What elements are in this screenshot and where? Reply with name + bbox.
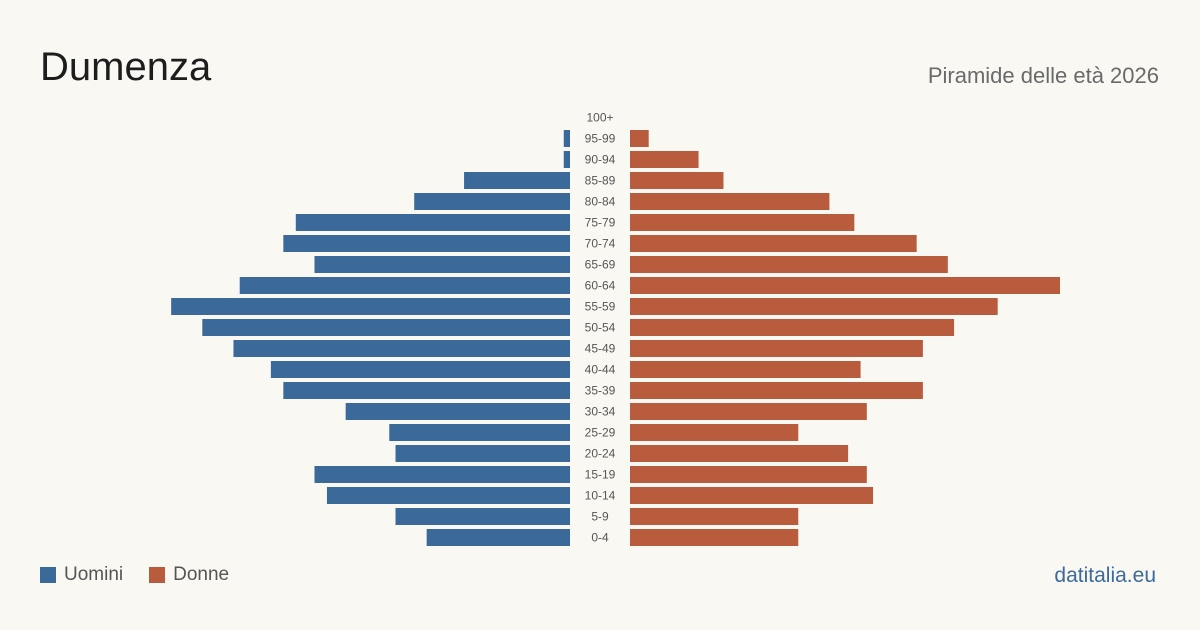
legend-label-women: Donne — [173, 564, 230, 585]
bar-men-85-89 — [464, 172, 570, 189]
age-label-95-99: 95-99 — [585, 132, 616, 146]
bar-women-85-89 — [630, 172, 724, 189]
bar-women-15-19 — [630, 466, 867, 483]
bar-men-25-29 — [389, 424, 570, 441]
age-label-75-79: 75-79 — [585, 216, 616, 230]
bar-men-10-14 — [326, 487, 570, 504]
bar-men-45-49 — [233, 340, 570, 357]
age-label-65-69: 65-69 — [585, 258, 616, 272]
age-label-60-64: 60-64 — [585, 279, 616, 293]
age-label-35-39: 35-39 — [585, 384, 616, 398]
bar-women-25-29 — [630, 424, 799, 441]
bar-women-35-39 — [630, 382, 923, 399]
bar-men-65-69 — [314, 256, 570, 273]
age-label-10-14: 10-14 — [585, 489, 616, 503]
bar-women-10-14 — [630, 487, 874, 504]
bar-women-60-64 — [630, 277, 1060, 294]
legend-item-women: Donne — [149, 564, 229, 586]
legend-swatch-men — [40, 567, 56, 583]
bar-men-90-94 — [563, 151, 570, 168]
source-link[interactable]: datitalia.eu — [1054, 564, 1156, 587]
age-label-85-89: 85-89 — [585, 174, 616, 188]
bar-men-20-24 — [395, 445, 570, 462]
age-label-25-29: 25-29 — [585, 426, 616, 440]
legend-label-men: Uomini — [64, 564, 124, 585]
bar-women-20-24 — [630, 445, 849, 462]
bar-women-80-84 — [630, 193, 830, 210]
bar-men-80-84 — [414, 193, 570, 210]
legend-swatch-women — [149, 567, 166, 583]
bar-women-70-74 — [630, 235, 917, 252]
bar-men-30-34 — [345, 403, 570, 420]
age-label-15-19: 15-19 — [585, 468, 616, 482]
bar-women-75-79 — [630, 214, 855, 231]
bar-women-45-49 — [630, 340, 923, 357]
bar-women-30-34 — [630, 403, 867, 420]
bar-men-75-79 — [295, 214, 570, 231]
age-label-45-49: 45-49 — [585, 342, 616, 356]
bar-women-50-54 — [630, 319, 955, 336]
page-title: Dumenza — [40, 45, 212, 89]
age-label-80-84: 80-84 — [585, 195, 616, 209]
bar-women-55-59 — [630, 298, 998, 315]
age-label-5-9: 5-9 — [591, 510, 609, 524]
bar-men-50-54 — [202, 319, 570, 336]
bar-men-5-9 — [395, 508, 570, 525]
bar-women-5-9 — [630, 508, 799, 525]
bar-men-95-99 — [563, 130, 570, 147]
chart-subtitle: Piramide delle età 2026 — [927, 63, 1159, 88]
bar-women-40-44 — [630, 361, 861, 378]
bar-men-0-4 — [426, 529, 570, 546]
bar-men-15-19 — [314, 466, 570, 483]
bar-women-95-99 — [630, 130, 649, 147]
age-label-70-74: 70-74 — [585, 237, 616, 251]
bar-women-0-4 — [630, 529, 799, 546]
age-label-30-34: 30-34 — [585, 405, 616, 419]
age-label-100+: 100+ — [586, 111, 613, 125]
age-label-0-4: 0-4 — [591, 531, 609, 545]
age-label-50-54: 50-54 — [585, 321, 616, 335]
legend-item-men: Uomini — [40, 564, 123, 586]
bar-men-35-39 — [283, 382, 570, 399]
bar-men-70-74 — [283, 235, 570, 252]
age-label-55-59: 55-59 — [585, 300, 616, 314]
bar-women-65-69 — [630, 256, 948, 273]
age-label-40-44: 40-44 — [585, 363, 616, 377]
legend: Uomini Donne — [40, 564, 255, 586]
age-label-20-24: 20-24 — [585, 447, 616, 461]
bar-men-40-44 — [270, 361, 570, 378]
bar-women-90-94 — [630, 151, 699, 168]
age-label-90-94: 90-94 — [585, 153, 616, 167]
bar-men-55-59 — [171, 298, 570, 315]
bar-men-60-64 — [239, 277, 570, 294]
